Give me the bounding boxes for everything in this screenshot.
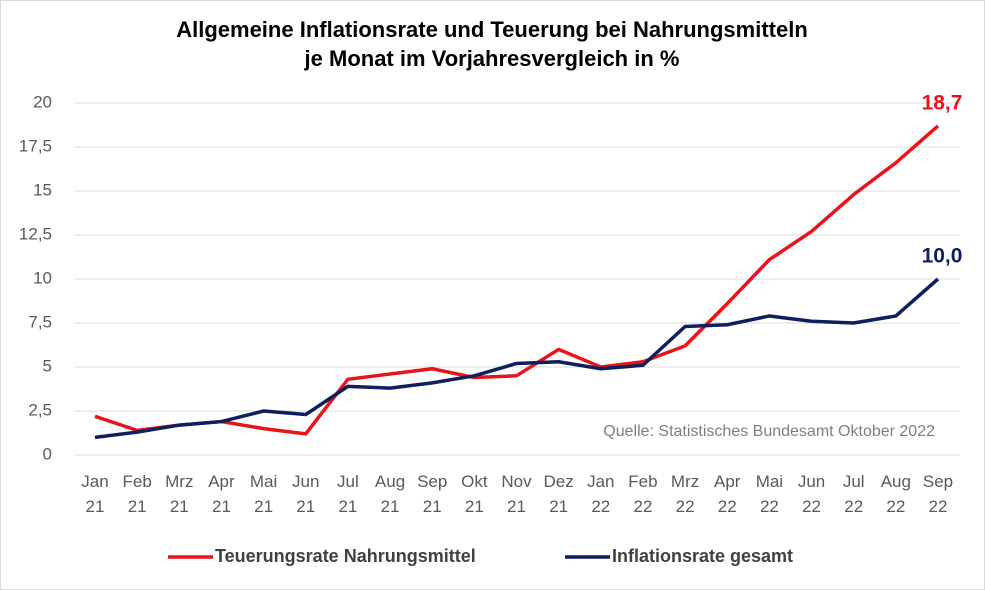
x-tick-label: Nov 21	[501, 472, 532, 516]
value-label: 18,7	[922, 91, 963, 114]
x-tick-label: Aug 21	[375, 472, 405, 516]
x-tick-label: Jun 22	[798, 472, 825, 516]
x-tick-label: Dez 21	[544, 472, 574, 516]
x-tick-label: Sep 21	[417, 472, 447, 516]
x-tick-label: Mai 21	[250, 472, 277, 516]
x-tick-label: Jan 21	[81, 472, 108, 516]
series-line	[94, 124, 940, 436]
y-tick-label: 2,5	[28, 400, 52, 419]
x-tick-label: Feb 21	[123, 472, 152, 516]
x-tick-label: Mrz 21	[165, 472, 193, 516]
y-tick-label: 20	[33, 92, 52, 111]
x-tick-label: Okt 21	[461, 472, 488, 516]
y-tick-label: 5	[43, 356, 52, 375]
x-tick-label: Mrz 22	[671, 472, 699, 516]
legend-label: Teuerungsrate Nahrungsmittel	[215, 546, 476, 566]
y-tick-label: 15	[33, 180, 52, 199]
x-tick-label: Jul 22	[843, 472, 865, 516]
x-tick-label: Aug 22	[881, 472, 911, 516]
series-line	[94, 277, 940, 440]
x-tick-label: Sep 22	[923, 472, 953, 516]
y-tick-label: 7,5	[28, 312, 52, 331]
x-tick-label: Feb 22	[628, 472, 657, 516]
source-note: Quelle: Statistisches Bundesamt Oktober …	[603, 423, 935, 440]
source-background	[555, 417, 950, 447]
x-tick-label: Mai 22	[756, 472, 783, 516]
x-tick-label: Jun 21	[292, 472, 319, 516]
y-tick-label: 10	[33, 268, 52, 287]
y-tick-label: 12,5	[19, 224, 52, 243]
x-tick-label: Apr 22	[714, 472, 741, 516]
legend-label: Inflationsrate gesamt	[612, 546, 793, 566]
x-tick-label: Jul 21	[337, 472, 359, 516]
y-tick-label: 17,5	[19, 136, 52, 155]
y-tick-label: 0	[43, 444, 52, 463]
x-tick-label: Apr 21	[208, 472, 235, 516]
x-tick-label: Jan 22	[587, 472, 614, 516]
chart-title: je Monat im Vorjahresvergleich in %	[304, 46, 680, 71]
chart-title: Allgemeine Inflationsrate und Teuerung b…	[176, 17, 808, 42]
value-label: 10,0	[922, 245, 963, 268]
